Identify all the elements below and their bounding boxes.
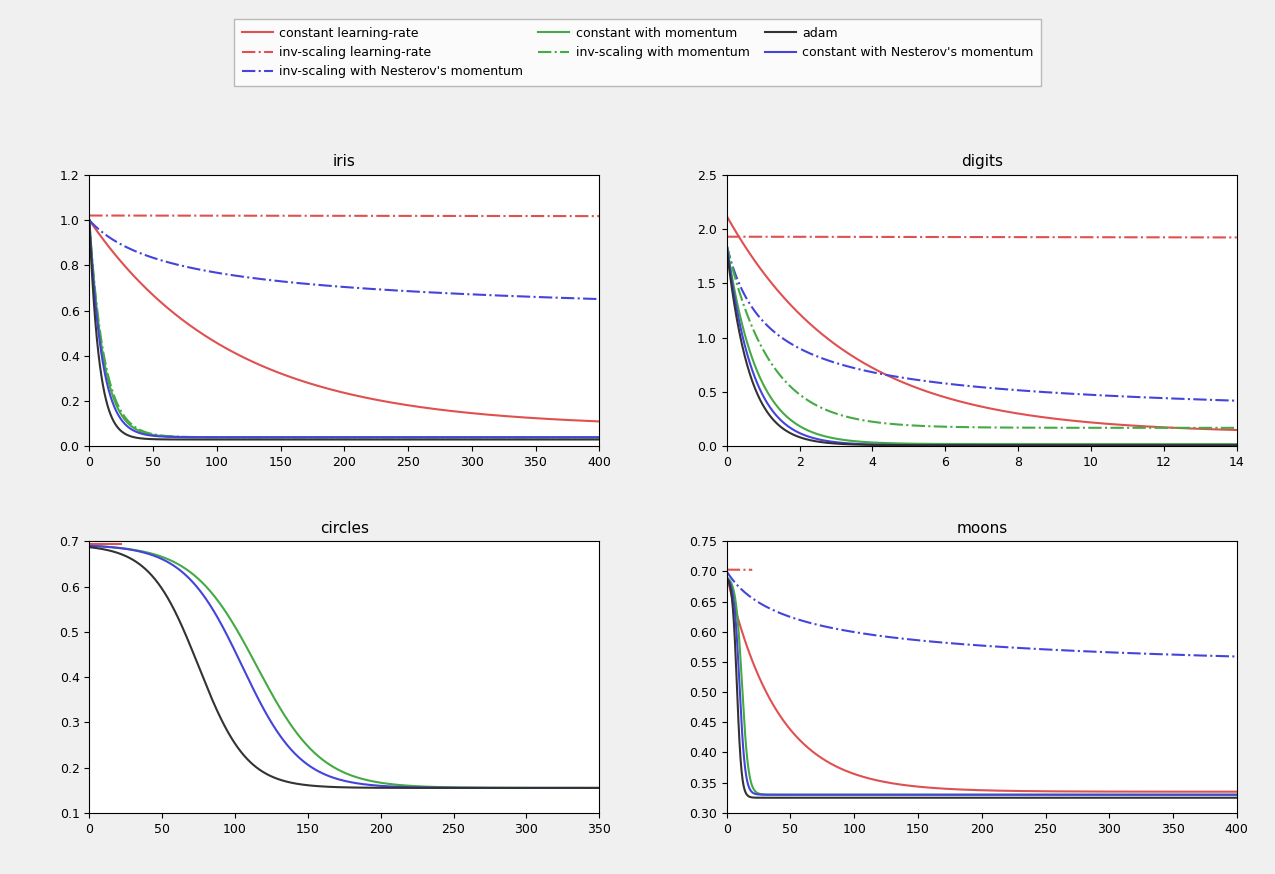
Legend: constant learning-rate, inv-scaling learning-rate, inv-scaling with Nesterov's m: constant learning-rate, inv-scaling lear… [235,19,1040,86]
Title: iris: iris [333,155,356,170]
Title: digits: digits [961,155,1002,170]
Title: moons: moons [956,521,1007,536]
Title: circles: circles [320,521,368,536]
